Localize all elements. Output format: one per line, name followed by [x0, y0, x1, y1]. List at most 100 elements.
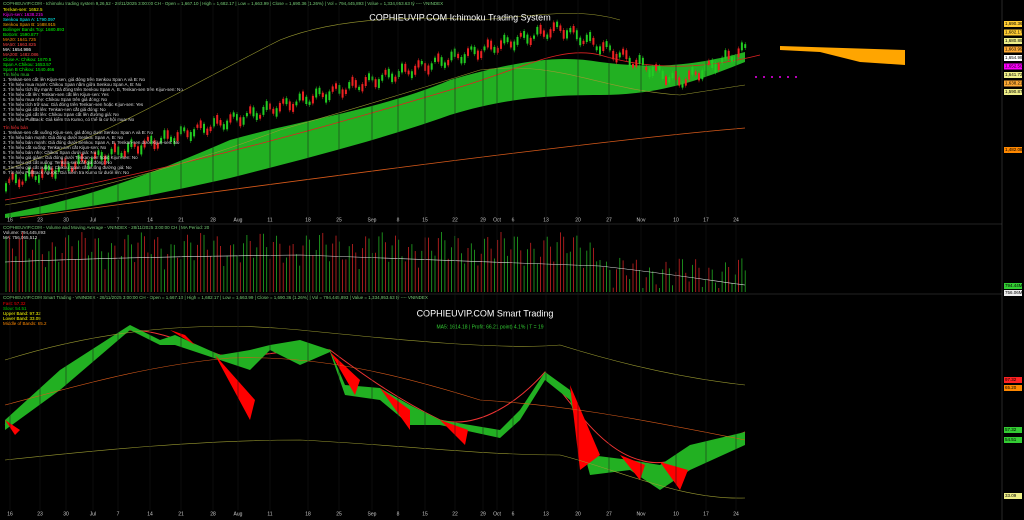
- candle-body: [348, 82, 351, 89]
- candle-body: [38, 174, 40, 183]
- candle-body: [401, 63, 403, 73]
- candle-body: [394, 76, 397, 82]
- candle-body: [173, 138, 176, 145]
- candle-body: [368, 73, 370, 81]
- candle-body: [216, 115, 219, 124]
- indicator: Span A Chikou: 1653.57: [3, 62, 52, 67]
- x-axis-label: 10: [673, 511, 679, 517]
- candle-body: [509, 41, 512, 48]
- buy-signal: 8. Tín hiệu giá cắt lên: Chikou Span cắt…: [3, 111, 119, 117]
- middle-band: [4, 357, 746, 441]
- price-tag: [1004, 385, 1022, 391]
- indicator: Senkou Span A: 1790.097: [3, 17, 56, 22]
- candle-body: [678, 77, 681, 86]
- candle-body: [203, 123, 205, 133]
- candle-body: [447, 59, 450, 66]
- candle-body: [94, 152, 97, 159]
- candle-body: [724, 50, 727, 59]
- buy-signal: 5. Tín hiệu mua nhẹ: Chikou Span trên gi…: [3, 97, 107, 102]
- candle-body: [199, 120, 202, 129]
- candle-body: [572, 25, 575, 33]
- candle-body: [189, 132, 192, 142]
- price-label: 1,654.98: [1005, 55, 1023, 60]
- candle-body: [612, 50, 615, 60]
- indicator: Bollinger Bands Top: 1680.893: [3, 27, 65, 32]
- candle-body: [170, 136, 172, 142]
- candle-body: [41, 169, 44, 178]
- x-axis-label: Jul: [90, 511, 96, 517]
- candle-body: [569, 27, 572, 33]
- candle-body: [74, 162, 77, 170]
- candle-body: [635, 59, 638, 67]
- top-header: COPHIEUVIP.COM - Ichimoku trading system…: [3, 0, 443, 6]
- x-axis-label: 11: [267, 511, 272, 517]
- candle-body: [717, 64, 720, 70]
- candle-body: [704, 64, 707, 72]
- candle-body: [245, 113, 248, 117]
- candle-body: [450, 51, 453, 61]
- candle-body: [137, 146, 139, 154]
- x-axis-label: Oct: [493, 217, 501, 223]
- candle-body: [506, 37, 509, 43]
- indicator: MA20: 1641.725: [3, 37, 37, 42]
- indicator: Close A: Chikou: 1670.5: [3, 57, 52, 62]
- sell-signal: 2. Tín hiệu bán mạnh: Giá đóng dưới Senk…: [3, 135, 123, 140]
- candle-body: [463, 54, 466, 64]
- candle-body: [599, 46, 601, 55]
- candle-body: [272, 108, 275, 114]
- indicator: MA50: 1663.825: [3, 42, 37, 47]
- buy-signal: 7. Tín hiệu giá cắt lên: Tenkan-sen cắt …: [3, 106, 106, 112]
- x-axis-label: 25: [336, 511, 342, 517]
- price-label: 1,690.36: [1005, 21, 1023, 26]
- volume-header: COPHIEUVIP.COM - Volume and Moving Avera…: [3, 225, 210, 230]
- candle-body: [222, 124, 225, 130]
- candle-body: [430, 63, 433, 70]
- candle-body: [24, 173, 27, 181]
- candle-body: [298, 93, 301, 101]
- candle-body: [338, 85, 341, 94]
- x-axis-label: 13: [543, 511, 549, 517]
- candle-body: [737, 48, 740, 58]
- price-tag: [1004, 437, 1022, 443]
- x-axis-label: Aug: [234, 511, 243, 517]
- candle-body: [308, 101, 311, 105]
- candle-body: [239, 117, 242, 127]
- bottom-header: COPHIEUVIP.COM Smart Trading - VNINDEX -…: [3, 294, 428, 300]
- legend-entry: Lower Band: 33.09: [3, 316, 41, 321]
- candle-body: [335, 83, 337, 89]
- candle-body: [658, 66, 661, 71]
- price-label: 1,682.17: [1005, 30, 1023, 35]
- candle-body: [566, 30, 568, 39]
- candle-body: [71, 167, 73, 172]
- candle-body: [259, 114, 262, 119]
- candle-body: [711, 60, 714, 69]
- sell-signal: 3. Tín hiệu bán mạnh: Giá đóng dưới Senk…: [3, 140, 180, 145]
- x-axis-label: Nov: [637, 511, 646, 517]
- indicator: MA: 1654.986: [3, 47, 32, 52]
- dots: [755, 76, 797, 78]
- candle-body: [18, 179, 21, 188]
- candle-body: [315, 88, 318, 98]
- buy-signal: 2. Tín hiệu mua mạnh: Chikou Span nằm gi…: [3, 81, 142, 87]
- x-axis-label: 7: [117, 511, 120, 517]
- candle-body: [641, 57, 644, 66]
- candle-body: [51, 168, 54, 177]
- price-label: 65.20: [1005, 385, 1017, 390]
- price-tag: [1004, 89, 1022, 95]
- candle-body: [5, 183, 7, 192]
- x-axis-label: 20: [575, 511, 581, 517]
- candle-body: [54, 170, 57, 179]
- candle-body: [278, 102, 281, 112]
- candle-body: [328, 91, 331, 101]
- candle-body: [387, 68, 390, 78]
- price-tag: [1004, 427, 1022, 433]
- x-axis-label: 29: [480, 511, 486, 517]
- candle-body: [688, 70, 691, 80]
- candle-body: [321, 92, 324, 98]
- candle-body: [496, 47, 499, 53]
- lower-band: [4, 439, 746, 499]
- x-axis-label: Sep: [368, 511, 377, 517]
- candle-body: [427, 65, 430, 75]
- candle-body: [391, 73, 394, 83]
- top-title: COPHIEUVIP.COM Ichimoku Trading System: [369, 12, 550, 22]
